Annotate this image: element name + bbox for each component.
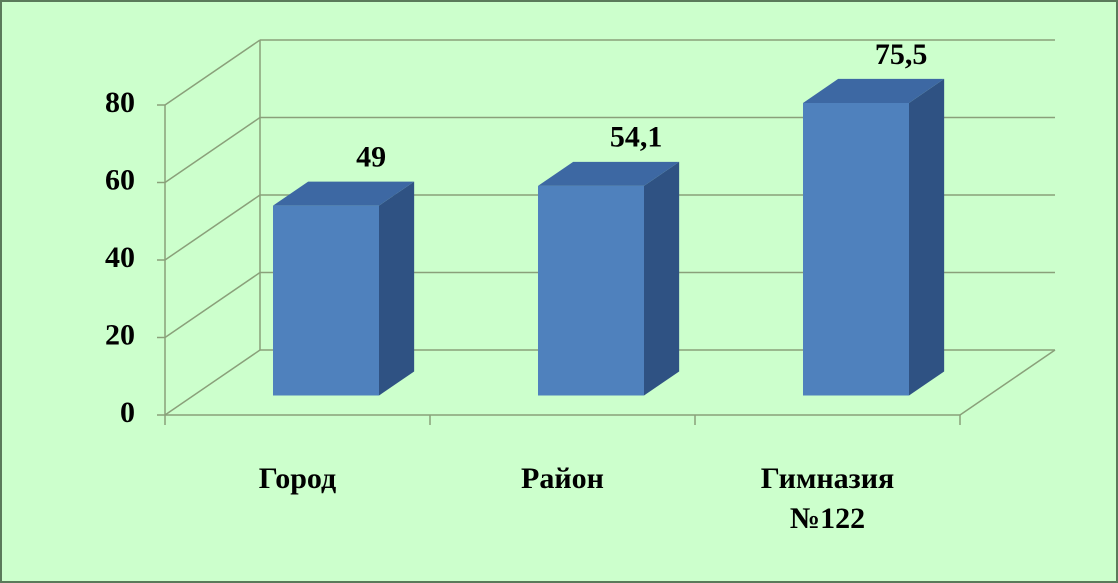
- grid-line: [164, 194, 261, 261]
- bar-top: [538, 161, 680, 186]
- bar: [273, 181, 415, 396]
- bar-side: [379, 181, 415, 396]
- bar-top: [803, 78, 945, 103]
- y-tick-label: 80: [105, 86, 135, 119]
- bar-side: [909, 78, 945, 396]
- x-tick-label: Гимназия №122: [761, 462, 895, 535]
- grid-line: [164, 349, 261, 416]
- value-label: 49: [356, 140, 386, 173]
- bar-front: [273, 205, 379, 396]
- bar-front: [538, 185, 644, 396]
- axis-line: [959, 349, 1056, 416]
- bar-top: [273, 181, 415, 206]
- x-tick-label: Район: [521, 462, 604, 495]
- y-tick-label: 60: [105, 163, 135, 196]
- x-tick-label: Город: [259, 462, 336, 495]
- value-label: 75,5: [875, 38, 928, 71]
- bar: [803, 78, 945, 396]
- y-tick-label: 0: [120, 396, 135, 429]
- x-tick-label-line: Гимназия: [761, 462, 895, 495]
- bar-side: [644, 161, 680, 396]
- y-tick-label: 20: [105, 318, 135, 351]
- y-tick-label: 40: [105, 241, 135, 274]
- grid-line: [164, 39, 261, 106]
- value-label: 54,1: [610, 121, 663, 154]
- bar-front: [803, 102, 909, 396]
- grid-line: [164, 271, 261, 339]
- x-tick-label-line: №122: [790, 502, 865, 535]
- bar: [538, 161, 680, 396]
- grid-line: [164, 116, 261, 184]
